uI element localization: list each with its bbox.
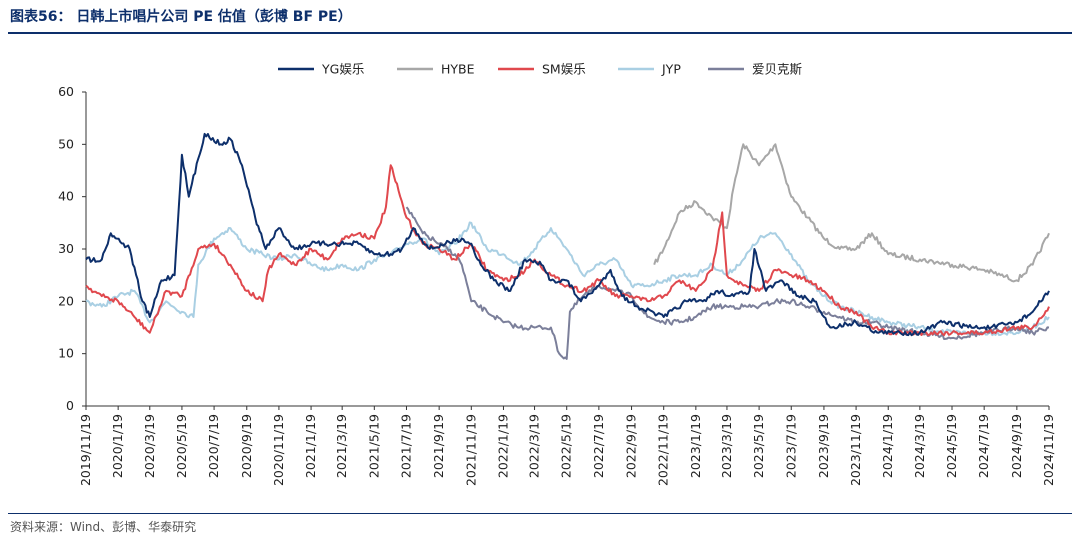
x-tick-label: 2024/11/19 [1041, 414, 1056, 486]
x-tick-label: 2022/9/19 [624, 414, 639, 478]
y-tick-label: 20 [58, 293, 74, 308]
series-line-0 [85, 132, 1050, 337]
y-tick-label: 60 [58, 84, 74, 99]
x-tick-label: 2021/3/19 [334, 414, 349, 478]
x-tick-label: 2021/5/19 [366, 414, 381, 478]
x-tick-label: 2024/3/19 [912, 414, 927, 478]
x-tick-label: 2022/3/19 [527, 414, 542, 478]
legend-label-0: YG娱乐 [321, 62, 364, 77]
y-tick-label: 50 [58, 136, 74, 151]
source-note: 资料来源：Wind、彭博、华泰研究 [10, 520, 197, 534]
y-axis: 0 10 20 30 40 50 60 [58, 84, 87, 413]
x-tick-label: 2023/5/19 [751, 414, 766, 478]
x-tick-label: 2023/11/19 [848, 414, 863, 486]
series-line-3 [85, 221, 1050, 337]
footer-divider [8, 513, 1072, 514]
x-tick-label: 2020/3/19 [142, 414, 157, 478]
x-tick-label: 2021/9/19 [431, 414, 446, 478]
x-tick-label: 2020/7/19 [206, 414, 221, 478]
x-tick-label: 2021/7/19 [398, 414, 413, 478]
series-lines [85, 132, 1050, 360]
x-tick-label: 2020/5/19 [174, 414, 189, 478]
x-tick-label: 2022/11/19 [656, 414, 671, 486]
x-tick-label: 2024/7/19 [976, 414, 991, 478]
x-tick-label: 2024/9/19 [1009, 414, 1024, 478]
x-tick-label: 2021/11/19 [463, 414, 478, 486]
x-tick-label: 2023/9/19 [816, 414, 831, 478]
title-divider [8, 32, 1072, 34]
page-title: 图表56： 日韩上市唱片公司 PE 估值（彭博 BF PE） [10, 9, 352, 25]
x-tick-label: 2023/1/19 [688, 414, 703, 478]
y-tick-label: 0 [66, 398, 74, 413]
x-tick-label: 2021/1/19 [303, 414, 318, 478]
x-tick-label: 2024/5/19 [944, 414, 959, 478]
y-tick-label: 10 [58, 346, 74, 361]
y-tick-label: 40 [58, 189, 74, 204]
series-line-4 [405, 206, 1050, 360]
x-tick-label: 2022/5/19 [559, 414, 574, 478]
legend-label-1: HYBE [441, 62, 475, 77]
legend-label-4: 爱贝克斯 [752, 62, 802, 77]
x-tick-label: 2020/11/19 [271, 414, 286, 486]
x-tick-label: 2024/1/19 [880, 414, 895, 478]
x-tick-label: 2019/11/19 [78, 414, 93, 486]
x-tick-label: 2023/7/19 [783, 414, 798, 478]
legend: YG娱乐 HYBE SM娱乐 JYP 爱贝克斯 [278, 62, 802, 77]
x-tick-label: 2020/9/19 [239, 414, 254, 478]
pe-line-chart: YG娱乐 HYBE SM娱乐 JYP 爱贝克斯 0 10 20 30 40 50 60 2019/1… [58, 62, 1056, 487]
x-tick-label: 2022/7/19 [591, 414, 606, 478]
x-tick-label: 2020/1/19 [110, 414, 125, 478]
x-axis: 2019/11/19 2020/1/19 2020/3/19 2020/5/19 202… [78, 405, 1056, 486]
legend-label-3: JYP [661, 62, 681, 77]
series-line-2 [85, 164, 1050, 337]
legend-label-2: SM娱乐 [542, 62, 586, 77]
x-tick-label: 2022/1/19 [495, 414, 510, 478]
y-tick-label: 30 [58, 241, 74, 256]
x-tick-label: 2023/3/19 [719, 414, 734, 478]
